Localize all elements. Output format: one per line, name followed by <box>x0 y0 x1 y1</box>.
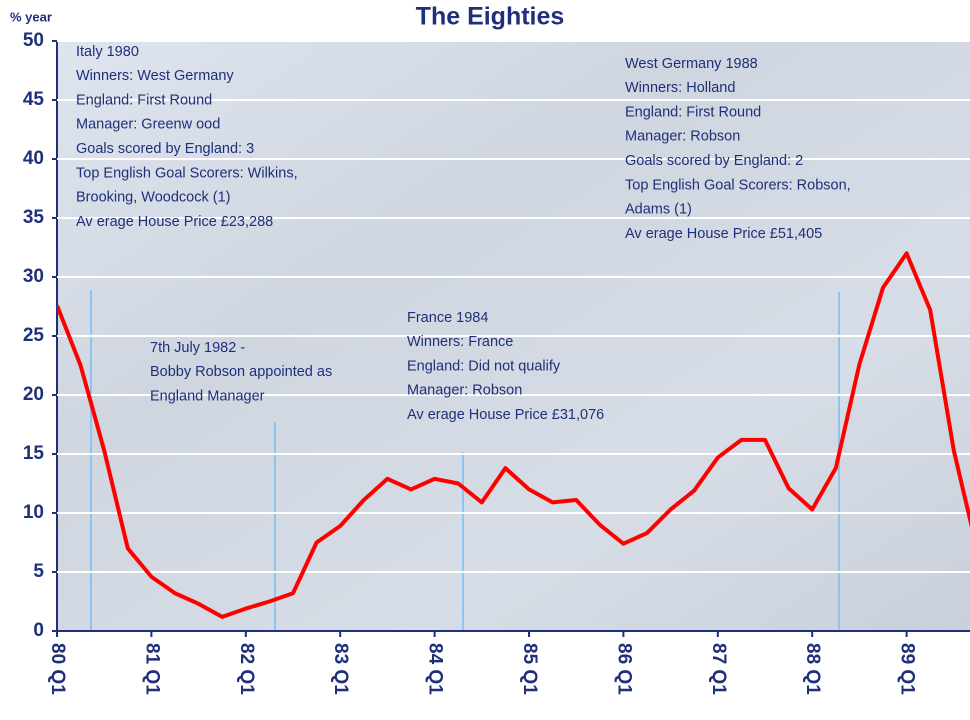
annotation-text: Winners: West Germany <box>76 68 234 84</box>
annotation-text: Manager: Robson <box>407 383 522 399</box>
annotation-text: England: Did not qualify <box>407 358 561 374</box>
annotation-text: Av erage House Price £31,076 <box>407 407 604 423</box>
annotation-text: Adams (1) <box>625 202 692 218</box>
x-tick-label: 83 Q1 <box>330 643 351 695</box>
series-group <box>57 251 970 619</box>
y-tick-label: 20 <box>23 384 44 405</box>
chart-title: The Eighties <box>416 3 565 31</box>
y-tick-label: 10 <box>23 502 44 523</box>
y-tick-label: 50 <box>23 30 44 51</box>
x-tick-label: 85 Q1 <box>519 643 540 695</box>
x-tick-label: 87 Q1 <box>708 643 729 695</box>
annotation-text: Top English Goal Scorers: Robson, <box>625 177 851 193</box>
y-tick-label: 40 <box>23 148 44 169</box>
annotation-text: France 1984 <box>407 310 488 326</box>
annotation-text: England: First Round <box>76 92 212 108</box>
y-tick-label: 5 <box>33 561 44 582</box>
data-line <box>57 251 970 619</box>
annotation-text: Manager: Greenw ood <box>76 117 220 133</box>
x-tick-label: 89 Q1 <box>897 643 918 695</box>
annotation-text: Av erage House Price £51,405 <box>625 226 822 242</box>
y-tick-label: 45 <box>23 89 45 110</box>
x-tick-label: 81 Q1 <box>141 643 162 695</box>
x-tick-label: 84 Q1 <box>425 643 446 695</box>
y-axis-label: % year <box>10 9 52 24</box>
y-tick-label: 25 <box>23 325 45 346</box>
annotation-text: Top English Goal Scorers: Wilkins, <box>76 165 298 181</box>
annotation-text: West Germany 1988 <box>625 56 758 72</box>
annotation-text: England: First Round <box>625 104 761 120</box>
annotation-text: Winners: Holland <box>625 80 735 96</box>
x-tick-label: 82 Q1 <box>236 643 257 695</box>
annotation-text: Italy 1980 <box>76 44 139 60</box>
y-tick-label: 0 <box>33 620 44 641</box>
annotation-text: England Manager <box>150 388 265 404</box>
annotation-text: Bobby Robson appointed as <box>150 364 332 380</box>
x-tick-label: 86 Q1 <box>613 643 634 695</box>
annotation-text: Goals scored by England: 3 <box>76 141 254 157</box>
x-tick-label: 80 Q1 <box>47 643 68 695</box>
annotation-text: Goals scored by England: 2 <box>625 153 803 169</box>
annotation-text: 7th July 1982 - <box>150 340 245 356</box>
annotation-text: Winners: France <box>407 334 513 350</box>
y-tick-label: 30 <box>23 266 44 287</box>
annotation-text: Manager: Robson <box>625 129 740 145</box>
x-tick-label: 88 Q1 <box>802 643 823 695</box>
annotation-text: Brooking, Woodcock (1) <box>76 190 230 206</box>
y-tick-label: 15 <box>23 443 45 464</box>
annotation-text: Av erage House Price £23,288 <box>76 214 273 230</box>
y-tick-label: 35 <box>23 207 45 228</box>
